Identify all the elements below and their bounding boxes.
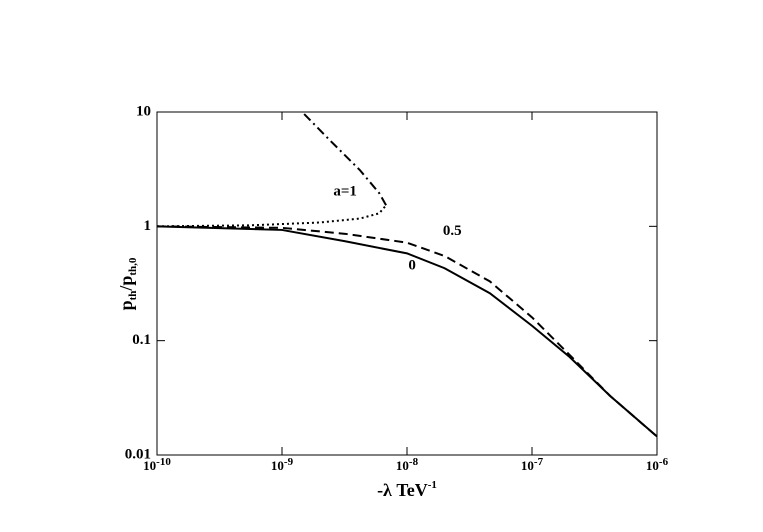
x-tick-base: 10 [646,458,659,473]
y-label-part: th,0 [127,257,139,276]
annotation: 0.5 [443,223,462,239]
x-tick-label: 10-6 [646,456,669,473]
x-tick-exp: -10 [156,456,171,468]
data-line [156,225,658,438]
y-tick-label: 1 [144,218,152,234]
y-axis-label: pth/pth,0 [116,257,138,310]
y-label-part: th [127,291,139,301]
x-tick-base: 10 [143,458,156,473]
plot-frame [156,111,658,456]
x-tick-exp: -9 [284,456,294,468]
x-tick-base: 10 [521,458,534,473]
x-tick-exp: -8 [409,456,419,468]
y-tick-label: 10 [136,103,151,119]
annotation: 0 [408,257,416,273]
x-tick-exp: -7 [534,456,544,468]
x-axis-label: -λ TeV-1 [377,479,437,501]
annotation: a=1 [333,183,357,199]
x-tick-label: 10-8 [396,456,419,473]
x-label-text: -λ TeV [377,480,428,500]
x-tick-label: 10-10 [143,456,171,473]
y-label-part: /p [116,276,136,292]
y-label-part: p [116,300,136,310]
x-label-exp: -1 [428,479,437,491]
x-tick-label: 10-9 [271,456,294,473]
x-tick-exp: -6 [659,456,669,468]
x-tick-base: 10 [396,458,409,473]
y-tick-label: 0.01 [125,446,151,462]
data-line [156,225,658,438]
x-tick-label: 10-7 [521,456,544,473]
data-line [156,204,387,228]
data-line [301,111,387,206]
y-tick-label: 0.1 [132,332,151,348]
x-tick-base: 10 [271,458,284,473]
